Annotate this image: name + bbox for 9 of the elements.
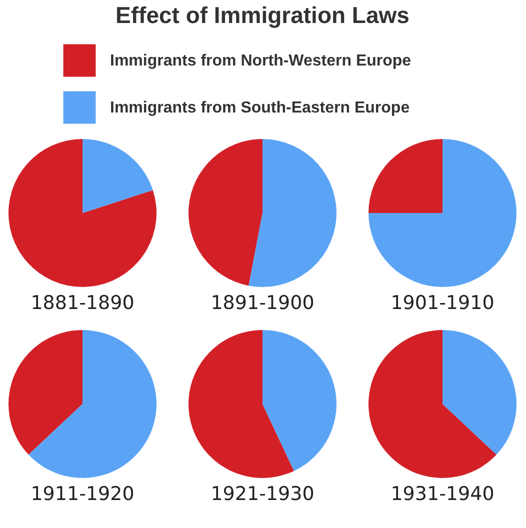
slice-label: 1921-1930 [210, 483, 314, 505]
slice-label: 1931-1940 [390, 483, 494, 505]
chart-title: Effect of Immigration Laws [116, 2, 410, 28]
legend-label: Immigrants from South-Eastern Europe [110, 100, 410, 116]
slice-label: 1901-1910 [390, 292, 494, 314]
slice-label: 1881-1890 [30, 292, 134, 314]
legend-label: Immigrants from North-Western Europe [110, 52, 412, 70]
slice-label: 1891-1900 [210, 292, 314, 314]
slice-label: 1911-1920 [30, 483, 134, 505]
